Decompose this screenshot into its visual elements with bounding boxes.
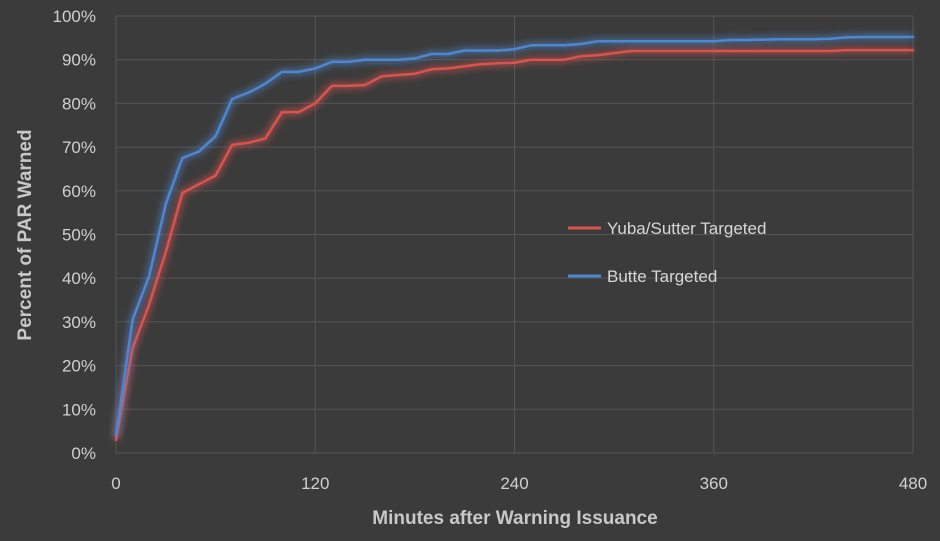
y-tick-label: 50% — [62, 226, 96, 245]
y-tick-label: 40% — [62, 269, 96, 288]
y-tick-label: 90% — [62, 51, 96, 70]
x-tick-label: 360 — [700, 474, 728, 493]
series-layer — [112, 33, 915, 442]
x-tick-label: 120 — [301, 474, 329, 493]
series-line-yuba-sutter-targeted — [114, 48, 915, 442]
y-tick-label: 20% — [62, 357, 96, 376]
y-tick-label: 60% — [62, 182, 96, 201]
y-tick-label: 100% — [53, 7, 96, 26]
y-tick-label: 0% — [71, 444, 96, 463]
y-tick-label: 10% — [62, 400, 96, 419]
x-tick-label: 480 — [899, 474, 927, 493]
gridlines — [115, 15, 914, 454]
legend-label-butte: Butte Targeted — [607, 267, 717, 286]
tick-labels: 0% 10% 20% 30% 40% 50% 60% 70% 80% 90% 100% 0 120 240… — [53, 7, 928, 493]
series-line-butte-targeted — [114, 35, 915, 437]
legend-label-yuba-sutter: Yuba/Sutter Targeted — [607, 219, 766, 238]
y-tick-label: 70% — [62, 138, 96, 157]
y-tick-label: 80% — [62, 94, 96, 113]
legend: Yuba/Sutter Targeted Butte Targeted — [568, 219, 766, 286]
y-tick-label: 30% — [62, 313, 96, 332]
x-tick-label: 0 — [111, 474, 120, 493]
y-axis-title: Percent of PAR Warned — [15, 129, 36, 340]
x-axis-title: Minutes after Warning Issuance — [372, 508, 657, 529]
x-tick-label: 240 — [500, 474, 528, 493]
